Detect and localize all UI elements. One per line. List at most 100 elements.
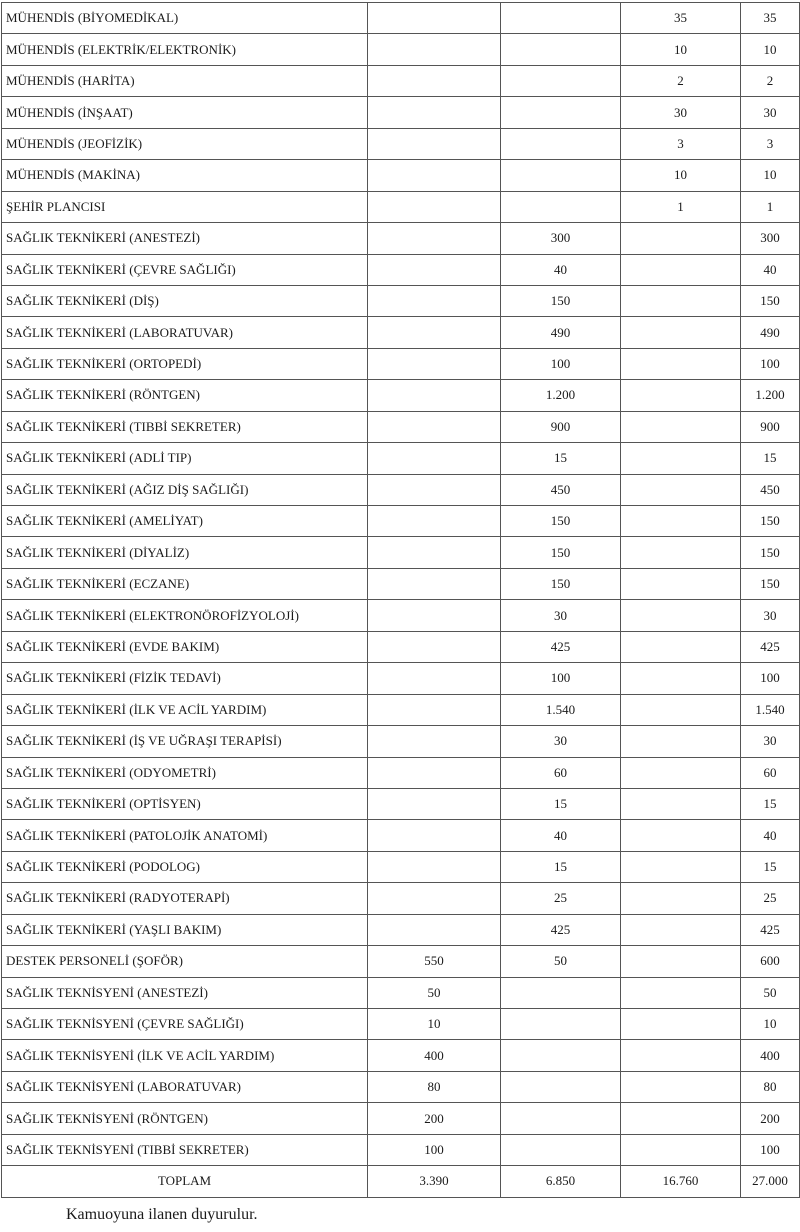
count-cell — [500, 1070, 621, 1104]
table-row: SAĞLIK TEKNİKERİ (ODYOMETRİ) 60 60 — [1, 756, 800, 789]
count-cell: 900 — [740, 410, 800, 444]
count-cell — [620, 976, 741, 1010]
count-cell — [620, 1102, 741, 1135]
count-cell — [500, 1039, 621, 1072]
position-title-cell: SAĞLIK TEKNİKERİ (AMELİYAT) — [1, 504, 368, 538]
count-cell: 15 — [500, 442, 621, 475]
count-cell: 10 — [740, 159, 800, 192]
count-cell: 30 — [500, 599, 621, 632]
count-cell — [367, 127, 501, 161]
count-cell: 550 — [367, 945, 501, 978]
count-cell — [620, 536, 741, 569]
count-cell — [620, 945, 741, 978]
count-cell: 2 — [620, 64, 741, 98]
count-cell — [367, 630, 501, 664]
count-cell — [367, 316, 501, 349]
table-row: SAĞLIK TEKNİKERİ (RÖNTGEN) 1.200 1.200 — [1, 379, 800, 412]
position-title-cell: SAĞLIK TEKNİKERİ (TIBBİ SEKRETER) — [1, 410, 368, 444]
position-title-cell: SAĞLIK TEKNİKERİ (EVDE BAKIM) — [1, 630, 368, 664]
position-title-cell: SAĞLIK TEKNİKERİ (ADLİ TIP) — [1, 442, 368, 475]
count-cell — [500, 127, 621, 161]
count-cell: 150 — [500, 567, 621, 601]
count-cell: 15 — [500, 850, 621, 884]
count-cell: 1 — [740, 190, 800, 224]
announcement-text: Kamuoyuna ilanen duyurulur. — [66, 1206, 258, 1223]
count-cell — [500, 976, 621, 1010]
count-cell — [367, 850, 501, 884]
table-row: SAĞLIK TEKNİSYENİ (RÖNTGEN) 200 200 — [1, 1102, 800, 1135]
count-cell: 30 — [500, 725, 621, 758]
table-row: SAĞLIK TEKNİKERİ (ELEKTRONÖROFİZYOLOJİ) 3… — [1, 599, 800, 632]
position-title-cell: SAĞLIK TEKNİKERİ (PODOLOG) — [1, 850, 368, 884]
table-row: SAĞLIK TEKNİKERİ (ÇEVRE SAĞLIĞI) 40 40 — [1, 253, 800, 286]
total-cell: 27.000 — [740, 1165, 800, 1198]
count-cell: 300 — [500, 222, 621, 255]
count-cell: 100 — [740, 347, 800, 381]
count-cell: 30 — [620, 96, 741, 129]
count-cell: 10 — [740, 33, 800, 66]
count-cell — [367, 64, 501, 98]
table-row: SAĞLIK TEKNİKERİ (TIBBİ SEKRETER) 900 900 — [1, 410, 800, 444]
count-cell — [620, 316, 741, 349]
position-title-cell: MÜHENDİS (ELEKTRİK/ELEKTRONİK) — [1, 33, 368, 66]
count-cell: 15 — [500, 787, 621, 821]
count-cell: 100 — [367, 1133, 501, 1167]
count-cell: 50 — [367, 976, 501, 1010]
count-cell — [620, 379, 741, 412]
count-cell: 3 — [620, 127, 741, 161]
count-cell — [620, 1133, 741, 1167]
table-row: SAĞLIK TEKNİKERİ (PATOLOJİK ANATOMİ) 40 40 — [1, 819, 800, 852]
table-row: SAĞLIK TEKNİSYENİ (İLK VE ACİL YARDIM) 40… — [1, 1039, 800, 1072]
position-title-cell: MÜHENDİS (HARİTA) — [1, 64, 368, 98]
count-cell: 150 — [500, 504, 621, 538]
count-cell — [620, 504, 741, 538]
position-title-cell: DESTEK PERSONELİ (ŞOFÖR) — [1, 945, 368, 978]
count-cell: 1.200 — [740, 379, 800, 412]
count-cell: 425 — [740, 913, 800, 947]
position-title-cell: SAĞLIK TEKNİKERİ (RÖNTGEN) — [1, 379, 368, 412]
count-cell: 100 — [740, 662, 800, 695]
count-cell: 15 — [740, 787, 800, 821]
count-cell: 100 — [740, 1133, 800, 1167]
count-cell — [620, 567, 741, 601]
count-cell — [367, 1, 501, 35]
position-title-cell: SAĞLIK TEKNİKERİ (ECZANE) — [1, 567, 368, 601]
count-cell: 1.200 — [500, 379, 621, 412]
position-title-cell: SAĞLIK TEKNİKERİ (ANESTEZİ) — [1, 222, 368, 255]
count-cell — [367, 536, 501, 569]
total-label: TOPLAM — [1, 1165, 368, 1198]
table-row: DESTEK PERSONELİ (ŞOFÖR) 550 50 600 — [1, 945, 800, 978]
count-cell — [620, 1007, 741, 1041]
table-row: MÜHENDİS (JEOFİZİK) 3 3 — [1, 127, 800, 161]
count-cell — [620, 1039, 741, 1072]
count-cell: 30 — [740, 96, 800, 129]
total-cell: 3.390 — [367, 1165, 501, 1198]
count-cell — [367, 725, 501, 758]
count-cell: 80 — [740, 1070, 800, 1104]
count-cell — [500, 64, 621, 98]
count-cell: 35 — [620, 1, 741, 35]
count-cell — [367, 787, 501, 821]
count-cell: 150 — [740, 536, 800, 569]
count-cell: 150 — [740, 567, 800, 601]
table-row: MÜHENDİS (MAKİNA) 10 10 — [1, 159, 800, 192]
count-cell — [367, 410, 501, 444]
count-cell: 15 — [740, 442, 800, 475]
total-cell: 6.850 — [500, 1165, 621, 1198]
count-cell — [367, 756, 501, 789]
count-cell — [500, 1007, 621, 1041]
count-cell — [367, 190, 501, 224]
count-cell — [367, 347, 501, 381]
position-title-cell: SAĞLIK TEKNİSYENİ (ANESTEZİ) — [1, 976, 368, 1010]
position-title-cell: SAĞLIK TEKNİKERİ (DİŞ) — [1, 284, 368, 318]
position-title-cell: MÜHENDİS (MAKİNA) — [1, 159, 368, 192]
count-cell — [367, 442, 501, 475]
position-title-cell: SAĞLIK TEKNİKERİ (ODYOMETRİ) — [1, 756, 368, 789]
count-cell: 300 — [740, 222, 800, 255]
count-cell — [620, 882, 741, 915]
table-row: SAĞLIK TEKNİKERİ (AMELİYAT) 150 150 — [1, 504, 800, 538]
count-cell — [620, 410, 741, 444]
count-cell: 50 — [500, 945, 621, 978]
count-cell — [367, 33, 501, 66]
table-row: SAĞLIK TEKNİKERİ (LABORATUVAR) 490 490 — [1, 316, 800, 349]
